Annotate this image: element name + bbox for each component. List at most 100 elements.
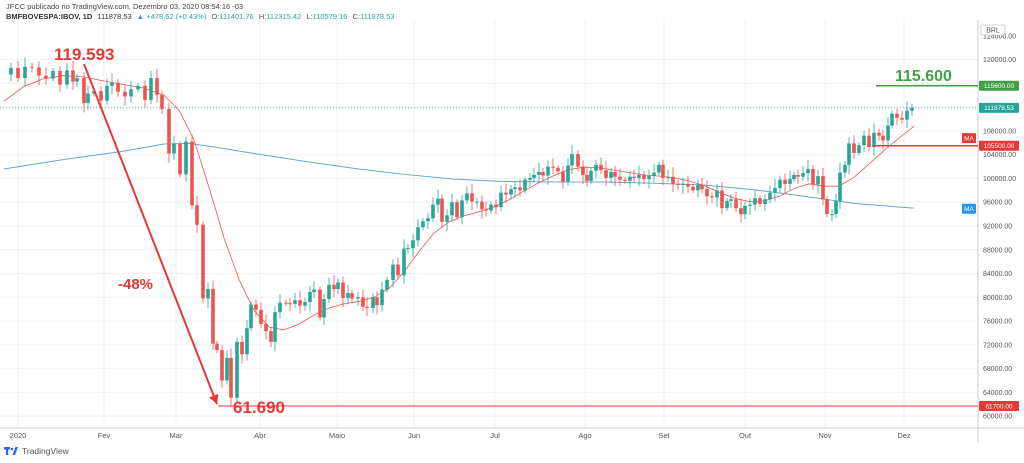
candle-body [830, 214, 834, 216]
candle-body [484, 209, 488, 211]
price-tag-target: 115600.00 [979, 80, 1019, 91]
candle-body [44, 75, 48, 79]
drop-arrow-line [83, 63, 218, 405]
candle-body [436, 198, 440, 205]
candle-body [881, 135, 885, 141]
low-label: L: [306, 12, 313, 21]
candle-body [51, 70, 55, 79]
currency-tag: BRL [980, 24, 1006, 36]
candle-body [318, 289, 322, 318]
candle-body [86, 93, 90, 104]
y-tick-label: 88000.00 [983, 247, 1012, 254]
candle-body [748, 204, 752, 206]
candle-body [599, 164, 603, 171]
x-tick-label: Maio [329, 431, 345, 440]
candle-body [167, 108, 171, 154]
candle-body [541, 171, 545, 176]
candle-body [700, 185, 704, 190]
price-chart[interactable]: 60000.00 64000.00 68000.00 72000.00 76000.00… [0, 0, 1024, 446]
candle-body [509, 189, 513, 195]
candle-body [852, 143, 856, 153]
candle-body [480, 201, 484, 210]
candle-body [195, 205, 199, 225]
candle-body [523, 179, 527, 191]
candle-body [666, 176, 670, 178]
candle-body [910, 107, 914, 111]
candle-body [284, 302, 288, 304]
low-value: 110579.16 [312, 12, 348, 21]
candle-body [504, 192, 508, 195]
candle-body [862, 135, 866, 146]
candle-body [867, 135, 871, 147]
candle-body [729, 199, 733, 202]
tradingview-logo-icon [4, 447, 18, 455]
chart-header: JFCC publicado no TradingView.com, Dezem… [6, 2, 397, 22]
currency-text: BRL [986, 28, 1000, 35]
candle-body [9, 67, 13, 75]
candle-body [365, 306, 369, 308]
candle-body [806, 168, 810, 174]
y-axis-top-label: 124000.00 [983, 33, 1016, 40]
candle-body [30, 66, 34, 68]
candle-body [190, 141, 194, 206]
candle-body [460, 200, 464, 218]
candle-body [220, 350, 224, 381]
publish-info: JFCC publicado no TradingView.com, Dezem… [6, 2, 244, 11]
candle-body [406, 247, 410, 249]
x-tick-label: Out [739, 431, 752, 440]
candle-body [905, 110, 909, 120]
candle-body [123, 91, 127, 97]
price-tag-support-text: 105500.00 [984, 143, 1015, 150]
candle-body [657, 164, 661, 173]
candle-body [734, 199, 738, 209]
candle-body [201, 224, 205, 299]
x-tick-label: Mar [170, 431, 183, 440]
chart-footer: TradingView [4, 446, 69, 456]
target-annotation: 115.600 [895, 68, 952, 85]
candle-body [566, 165, 570, 182]
x-tick-label: Jul [490, 431, 500, 440]
candle-body [129, 89, 133, 97]
candle-body [450, 202, 454, 216]
price-tag-support: 105500.00 [979, 140, 1019, 151]
candle-body [249, 304, 253, 329]
x-tick-label: Ago [578, 431, 591, 440]
candle-body [110, 82, 114, 86]
close-label: C: [352, 12, 361, 21]
price-tag-support-box [979, 140, 1019, 151]
open-value: 111401.76 [219, 12, 254, 21]
currency-box [980, 24, 1006, 36]
candle-body [886, 125, 890, 141]
candle-body [895, 113, 899, 118]
candle-body [229, 357, 233, 398]
candle-body [691, 186, 695, 191]
price-tag-low-box [979, 401, 1019, 412]
candle-body [773, 187, 777, 193]
candle-body [470, 193, 474, 202]
candle-body [465, 193, 469, 201]
candle-body [825, 199, 829, 215]
candle-body [332, 284, 336, 289]
price-tag-ma-fast: MA [962, 133, 976, 144]
candle-body [705, 189, 709, 197]
candle-body [380, 289, 384, 306]
candle-body [206, 288, 210, 299]
candle-body [513, 187, 517, 190]
high-annotation: 119.593 [54, 45, 115, 64]
candle-body [23, 66, 27, 79]
price-tag-ma-fast-box [962, 133, 976, 144]
candles [9, 57, 914, 407]
candle-body [245, 328, 249, 355]
candle-body [642, 174, 646, 180]
price-tag-last-box [979, 102, 1019, 113]
candle-body [637, 174, 641, 178]
tradingview-brand: TradingView [22, 446, 69, 456]
y-tick-label: 96000.00 [983, 200, 1012, 207]
candle-body [821, 176, 825, 200]
price-tag-target-box [979, 80, 1019, 91]
open-label: O: [211, 12, 220, 21]
moving-average-fast [3, 75, 915, 331]
candle-body [308, 291, 312, 303]
candle-body [116, 82, 120, 92]
symbol-info: BMFBOVESPA:IBOV, 1D 111878.53 ▲ +478.62 … [6, 12, 397, 22]
